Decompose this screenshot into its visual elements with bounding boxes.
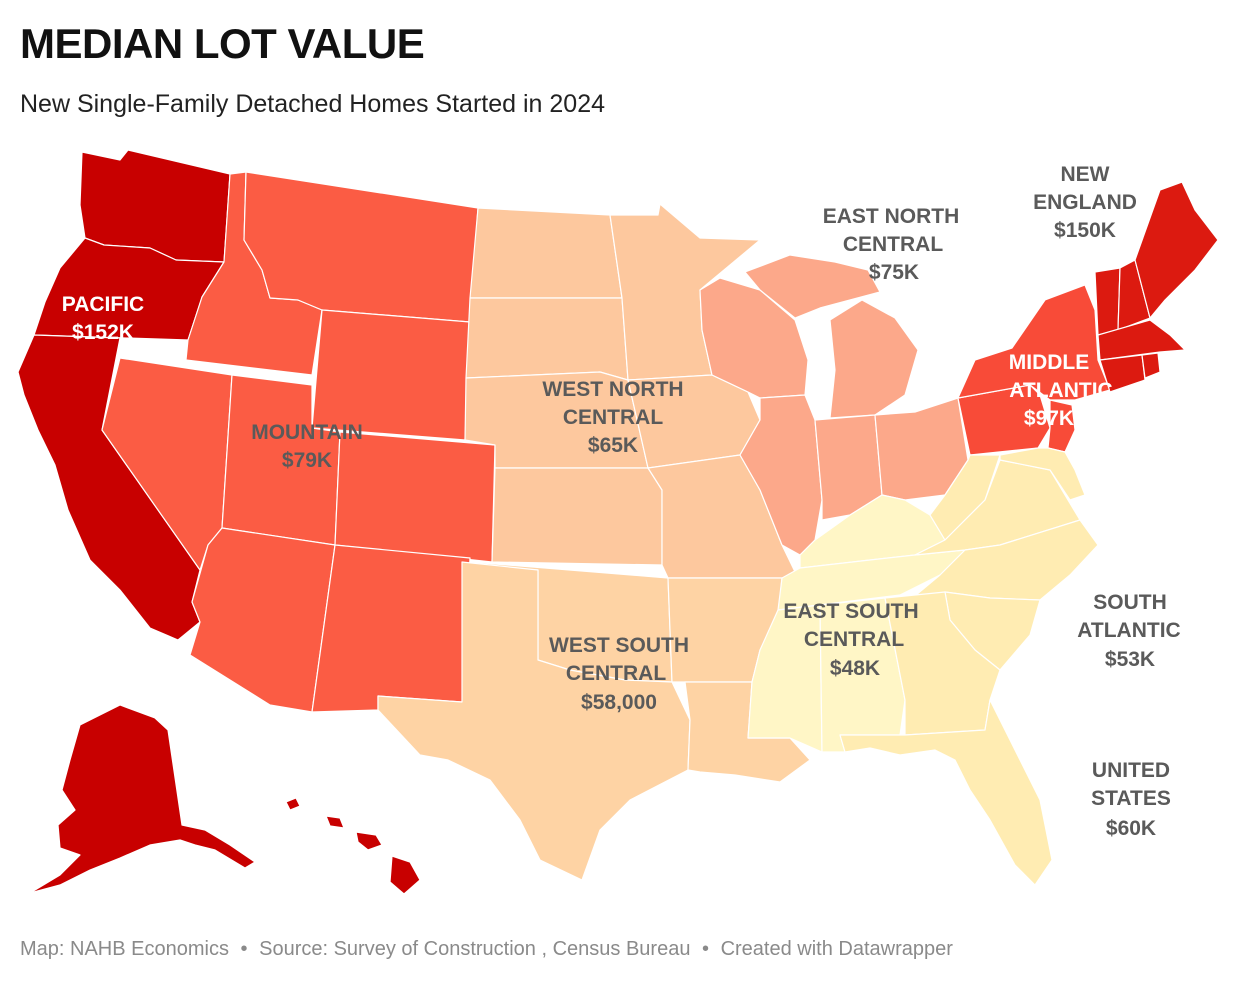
state-maine[interactable] [1134,181,1219,319]
label-west-south-central-1: WEST SOUTH [549,634,689,657]
state-alaska[interactable] [29,704,256,894]
label-middle-atlantic-1: MIDDLE [1009,351,1090,374]
region-west-north-central[interactable] [464,203,799,579]
region-mountain[interactable] [101,171,496,713]
region-south-atlantic[interactable] [839,447,1099,886]
state-new-mexico[interactable] [311,544,471,713]
map-subtitle: New Single-Family Detached Homes Started… [20,90,605,118]
label-new-england-2: ENGLAND [1033,191,1137,214]
label-mountain-value: $79K [282,449,332,472]
state-hawaii-maui[interactable] [355,831,383,851]
state-georgia[interactable] [884,591,1001,736]
label-south-atlantic-2: ATLANTIC [1077,619,1180,642]
label-west-south-central-2: CENTRAL [566,662,666,685]
label-south-atlantic-value: $53K [1105,648,1155,671]
map-footer: Map: NAHB Economics • Source: Survey of … [20,938,953,961]
label-east-north-central-2: CENTRAL [843,233,943,256]
footer-separator: • [240,938,248,960]
label-united-states-2: STATES [1091,787,1171,810]
state-vermont[interactable] [1094,267,1121,336]
region-new-england[interactable] [1094,181,1219,393]
label-west-north-central-value: $65K [588,434,638,457]
label-east-south-central-1: EAST SOUTH [783,600,918,623]
region-east-south-central[interactable] [747,494,966,753]
label-pacific-value: $152K [72,321,134,344]
state-arizona[interactable] [189,527,336,713]
label-new-england-1: NEW [1061,163,1110,186]
state-hawaii-oahu[interactable] [325,815,345,829]
state-hawaii-big-island[interactable] [389,855,421,895]
region-middle-atlantic[interactable] [957,284,1111,456]
footer-separator: • [702,938,710,960]
label-east-north-central-value: $75K [869,261,919,284]
created-with-credit: Created with Datawrapper [720,938,953,960]
region-pacific-offshore[interactable] [29,704,421,895]
label-west-south-central-value: $58,000 [581,691,657,714]
state-michigan-lower[interactable] [829,299,919,419]
map-title: MEDIAN LOT VALUE [20,20,425,67]
label-new-england-value: $150K [1054,219,1116,242]
label-south-atlantic-1: SOUTH [1093,591,1167,614]
region-west-south-central[interactable] [377,561,811,881]
state-maryland-delaware[interactable] [999,447,1086,501]
state-texas[interactable] [377,561,691,881]
state-hawaii-kauai[interactable] [285,797,301,811]
label-united-states-value: $60K [1106,817,1156,840]
state-kansas[interactable] [491,467,663,566]
state-florida[interactable] [839,699,1053,886]
state-connecticut[interactable] [1099,354,1146,393]
label-middle-atlantic-value: $97K [1024,407,1074,430]
state-new-york[interactable] [957,284,1111,401]
label-united-states-1: UNITED [1092,759,1170,782]
label-west-north-central-2: CENTRAL [563,406,663,429]
state-north-dakota[interactable] [469,207,623,299]
label-west-north-central-1: WEST NORTH [542,378,683,401]
map-credit: Map: NAHB Economics [20,938,229,960]
label-mountain: MOUNTAIN [251,421,363,444]
state-rhode-island[interactable] [1141,352,1161,379]
source-credit: Source: Survey of Construction , Census … [259,938,691,960]
region-east-north-central[interactable] [699,254,969,556]
label-pacific: PACIFIC [62,293,144,316]
state-colorado[interactable] [334,431,496,563]
label-east-north-central-1: EAST NORTH [823,205,960,228]
label-east-south-central-value: $48K [830,657,880,680]
state-south-dakota[interactable] [465,297,629,381]
state-michigan-upper[interactable] [744,254,881,319]
label-east-south-central-2: CENTRAL [804,628,904,651]
label-middle-atlantic-2: ATLANTIC [1009,379,1112,402]
